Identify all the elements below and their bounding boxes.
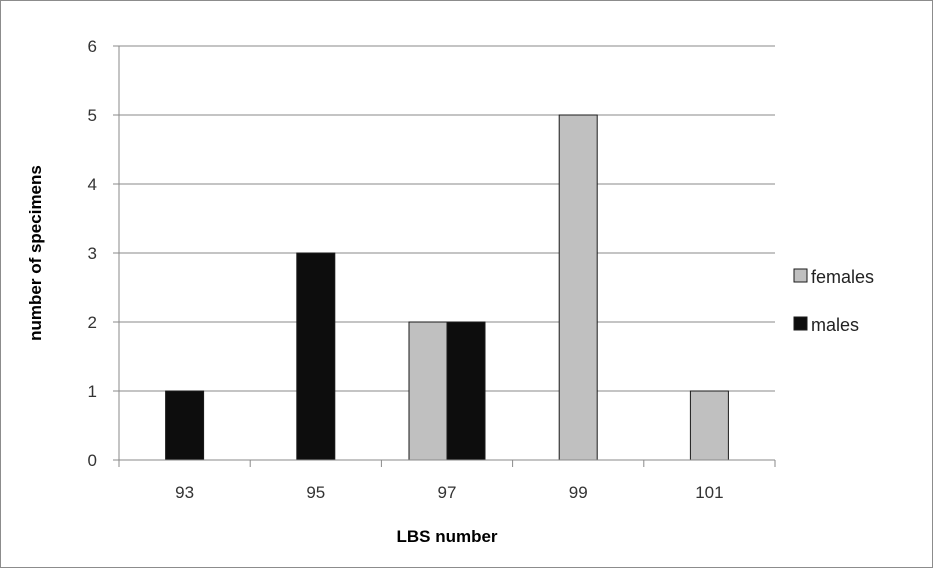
legend: females males [793,267,874,335]
x-tick-label-95: 95 [306,483,325,502]
axes [113,45,776,467]
bar-females-99 [558,114,598,461]
x-tick-label-97: 97 [438,483,457,502]
legend-label-males: males [811,315,859,335]
y-axis-title: number of specimens [26,165,45,341]
y-tick-label-3: 3 [88,244,97,263]
y-tick-label-4: 4 [88,175,97,194]
bar-males-93 [165,390,205,461]
legend-swatch-females [793,268,808,283]
y-tick-label-6: 6 [88,37,97,56]
bar-females-101 [689,390,729,461]
bar-males-95 [296,252,336,461]
x-axis-title: LBS number [396,527,497,546]
legend-label-females: females [811,267,874,287]
y-tick-label-5: 5 [88,106,97,125]
x-tick-labels: 93 95 97 99 101 [175,483,723,502]
bar-females-97 [408,321,448,461]
gridlines [119,45,775,392]
y-tick-label-2: 2 [88,313,97,332]
bar-males-97 [446,321,486,461]
bars [165,114,729,461]
y-tick-labels: 0 1 2 3 4 5 6 [88,37,97,470]
x-tick-label-93: 93 [175,483,194,502]
x-tick-label-101: 101 [695,483,723,502]
y-tick-label-1: 1 [88,382,97,401]
y-tick-label-0: 0 [88,451,97,470]
legend-swatch-males [793,316,808,331]
x-tick-label-99: 99 [569,483,588,502]
